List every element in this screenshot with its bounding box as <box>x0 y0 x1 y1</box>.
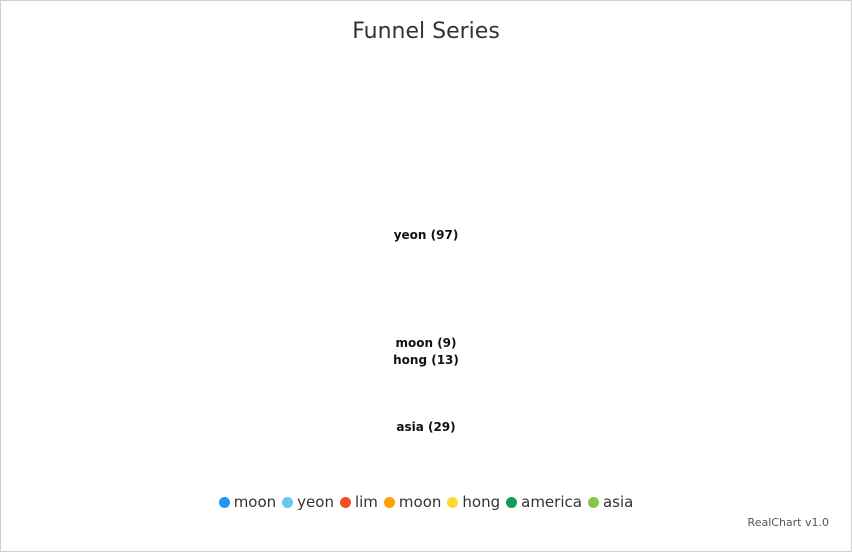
legend-label: hong <box>462 493 501 511</box>
legend-marker <box>282 497 294 508</box>
legend-item-moon[interactable]: moon <box>218 493 277 511</box>
legend-marker <box>383 497 395 508</box>
legend-marker <box>506 497 518 508</box>
legend-marker <box>218 497 230 508</box>
data-label-yeon: yeon (97) <box>393 228 459 242</box>
legend-item-yeon[interactable]: yeon <box>282 493 334 511</box>
data-label-hong: hong (13) <box>393 353 459 367</box>
legend-label: lim <box>354 493 378 511</box>
legend-marker <box>587 497 599 508</box>
legend-label: yeon <box>297 493 334 511</box>
legend-marker <box>339 497 351 508</box>
legend-item-america[interactable]: america <box>506 493 582 511</box>
legend-marker <box>447 497 459 508</box>
legend-item-lim[interactable]: lim <box>339 493 378 511</box>
chart-legend: moon yeon lim moon hong america asia <box>0 493 852 511</box>
legend-label: asia <box>602 493 634 511</box>
data-label-moon: moon (9) <box>395 336 457 350</box>
legend-item-hong[interactable]: hong <box>447 493 500 511</box>
legend-label: moon <box>233 493 277 511</box>
chart-credit: RealChart v1.0 <box>747 516 829 529</box>
chart-title: Funnel Series <box>352 19 500 44</box>
legend-item-moon[interactable]: moon <box>383 493 442 511</box>
legend-label: moon <box>398 493 442 511</box>
data-label-asia: asia (29) <box>396 420 456 434</box>
legend-label: america <box>521 493 582 511</box>
legend-item-asia[interactable]: asia <box>587 493 634 511</box>
